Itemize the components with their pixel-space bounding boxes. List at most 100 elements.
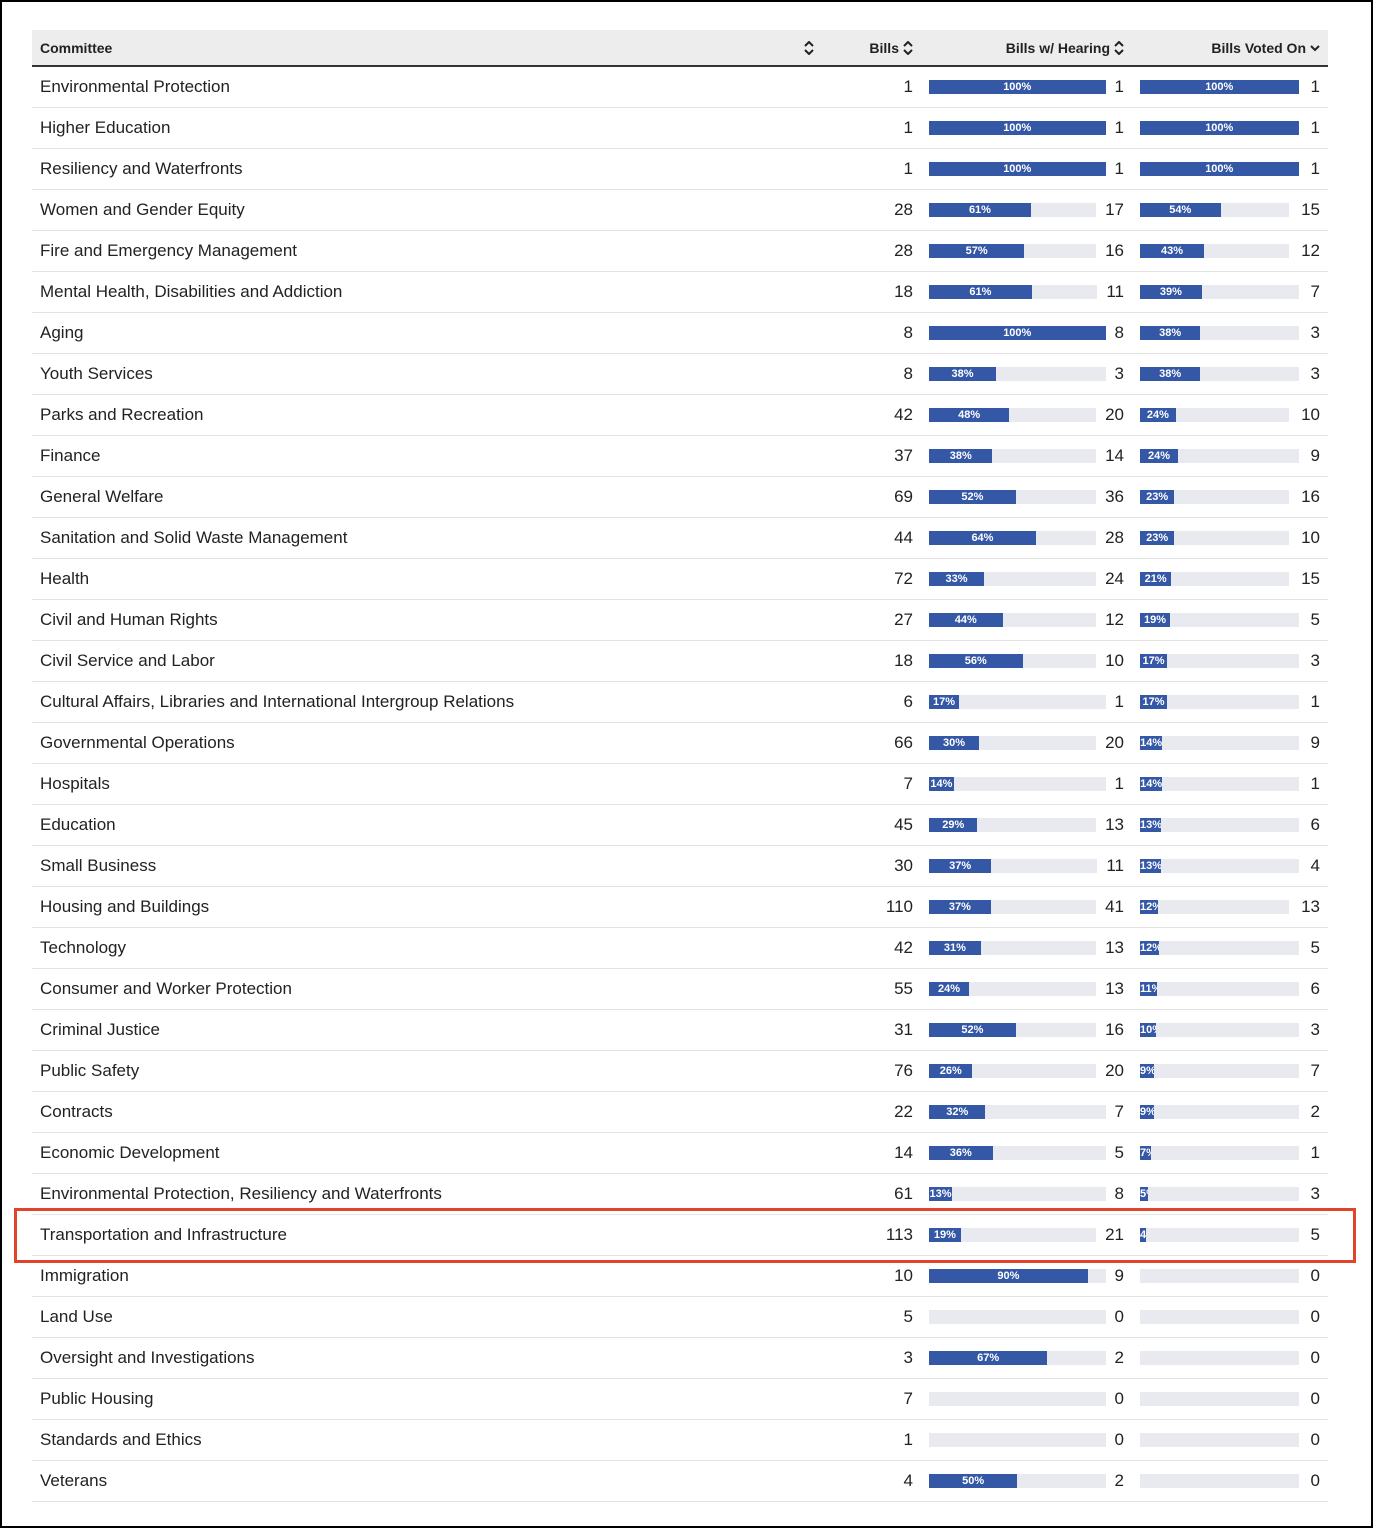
bills-cell: 1 bbox=[820, 118, 921, 138]
bar-fill: 9% bbox=[1140, 1105, 1155, 1119]
bar-track: 21% bbox=[1140, 572, 1290, 586]
committee-name: Education bbox=[40, 815, 116, 834]
committee-cell: Fire and Emergency Management bbox=[32, 241, 820, 261]
bar-track: 9% bbox=[1140, 1064, 1299, 1078]
bar-label: 43% bbox=[1161, 245, 1184, 257]
voted-cell: 13% 4 bbox=[1132, 856, 1328, 876]
bills-cell: 14 bbox=[820, 1143, 921, 1163]
bills-cell: 28 bbox=[820, 200, 921, 220]
bar-track: 13% bbox=[1140, 818, 1299, 832]
voted-cell: 0 bbox=[1132, 1471, 1328, 1491]
hearing-count: 41 bbox=[1105, 897, 1124, 916]
voted-cell: 100% 1 bbox=[1132, 77, 1328, 97]
table-row: Immigration 10 90% 9 0 bbox=[32, 1256, 1328, 1297]
bar-label: 24% bbox=[938, 983, 961, 995]
committee-cell: Veterans bbox=[32, 1471, 820, 1491]
bar-track: 23% bbox=[1140, 490, 1290, 504]
header-voted[interactable]: Bills Voted On bbox=[1132, 40, 1328, 56]
bar-fill: 100% bbox=[929, 326, 1106, 340]
committee-name: Transportation and Infrastructure bbox=[40, 1225, 287, 1244]
hearing-cell: 13% 8 bbox=[921, 1184, 1132, 1204]
bar-fill: 14% bbox=[1140, 777, 1163, 791]
bills-count: 76 bbox=[894, 1061, 913, 1080]
bar-label: 100% bbox=[1003, 81, 1032, 93]
voted-count: 7 bbox=[1310, 1061, 1320, 1080]
bar-label: 19% bbox=[933, 1229, 956, 1241]
voted-count: 1 bbox=[1310, 692, 1320, 711]
table-row: Mental Health, Disabilities and Addictio… bbox=[32, 272, 1328, 313]
hearing-cell: 56% 10 bbox=[921, 651, 1132, 671]
committee-name: Health bbox=[40, 569, 90, 588]
voted-count: 1 bbox=[1310, 1143, 1320, 1162]
table-row: Criminal Justice 31 52% 16 10% 3 bbox=[32, 1010, 1328, 1051]
voted-cell: 5% 3 bbox=[1132, 1184, 1328, 1204]
bar-label: 50% bbox=[962, 1475, 985, 1487]
bar-fill: 12% bbox=[1140, 900, 1158, 914]
committee-cell: Environmental Protection bbox=[32, 77, 820, 97]
bar-fill: 13% bbox=[929, 1187, 952, 1201]
bills-count: 72 bbox=[894, 569, 913, 588]
hearing-cell: 37% 41 bbox=[921, 897, 1132, 917]
bar-fill: 38% bbox=[1140, 367, 1201, 381]
voted-count: 1 bbox=[1310, 118, 1320, 137]
bills-count: 1 bbox=[903, 118, 913, 137]
bar-track: 39% bbox=[1140, 285, 1299, 299]
bar-track: 37% bbox=[929, 900, 1097, 914]
bar-fill: 37% bbox=[929, 900, 991, 914]
bar-fill: 17% bbox=[1140, 695, 1167, 709]
committee-cell: Women and Gender Equity bbox=[32, 200, 820, 220]
hearing-cell: 90% 9 bbox=[921, 1266, 1132, 1286]
bills-cell: 45 bbox=[820, 815, 921, 835]
highlight-box bbox=[14, 1208, 1356, 1263]
bar-track: 38% bbox=[1140, 367, 1299, 381]
table-row: Consumer and Worker Protection 55 24% 13 11%… bbox=[32, 969, 1328, 1010]
table-row: Hospitals 7 14% 1 14% 1 bbox=[32, 764, 1328, 805]
committee-name: General Welfare bbox=[40, 487, 164, 506]
bar-fill: 5% bbox=[1140, 1187, 1148, 1201]
header-committee[interactable]: Committee bbox=[32, 40, 820, 56]
voted-count: 6 bbox=[1310, 815, 1320, 834]
bar-fill: 14% bbox=[929, 777, 954, 791]
hearing-count: 0 bbox=[1114, 1430, 1124, 1449]
voted-cell: 0 bbox=[1132, 1266, 1328, 1286]
committee-name: Civil Service and Labor bbox=[40, 651, 215, 670]
bar-label: 100% bbox=[1205, 81, 1234, 93]
hearing-cell: 48% 20 bbox=[921, 405, 1132, 425]
bar-fill: 54% bbox=[1140, 203, 1221, 217]
bar-track bbox=[929, 1310, 1106, 1324]
hearing-cell: 64% 28 bbox=[921, 528, 1132, 548]
hearing-cell: 36% 5 bbox=[921, 1143, 1132, 1163]
header-text: Bills Voted On bbox=[1211, 39, 1306, 56]
header-hearing[interactable]: Bills w/ Hearing bbox=[921, 40, 1132, 56]
bar-label: 14% bbox=[1140, 737, 1163, 749]
bills-count: 55 bbox=[894, 979, 913, 998]
committee-cell: Hospitals bbox=[32, 774, 820, 794]
hearing-cell: 0 bbox=[921, 1389, 1132, 1409]
header-bills[interactable]: Bills bbox=[820, 40, 921, 56]
committee-name: Small Business bbox=[40, 856, 157, 875]
hearing-count: 20 bbox=[1105, 405, 1124, 424]
committee-name: Mental Health, Disabilities and Addictio… bbox=[40, 282, 343, 301]
bills-count: 8 bbox=[903, 323, 913, 342]
committee-name: Criminal Justice bbox=[40, 1020, 160, 1039]
hearing-cell: 67% 2 bbox=[921, 1348, 1132, 1368]
bar-track: 100% bbox=[1140, 121, 1299, 135]
bar-track: 24% bbox=[1140, 408, 1290, 422]
voted-count: 0 bbox=[1310, 1430, 1320, 1449]
bar-label: 61% bbox=[968, 204, 991, 216]
table-row: Cultural Affairs, Libraries and Internat… bbox=[32, 682, 1328, 723]
bar-track bbox=[1140, 1310, 1299, 1324]
bar-label: 37% bbox=[949, 860, 972, 872]
bar-track: 64% bbox=[929, 531, 1097, 545]
hearing-count: 24 bbox=[1105, 569, 1124, 588]
hearing-count: 5 bbox=[1114, 1143, 1124, 1162]
bar-track bbox=[929, 1392, 1106, 1406]
voted-cell: 11% 6 bbox=[1132, 979, 1328, 999]
bills-cell: 31 bbox=[820, 1020, 921, 1040]
voted-cell: 0 bbox=[1132, 1389, 1328, 1409]
bar-track: 100% bbox=[1140, 80, 1299, 94]
bills-count: 6 bbox=[903, 692, 913, 711]
committee-name: Parks and Recreation bbox=[40, 405, 204, 424]
committee-name: Consumer and Worker Protection bbox=[40, 979, 292, 998]
bar-label: 44% bbox=[954, 614, 977, 626]
